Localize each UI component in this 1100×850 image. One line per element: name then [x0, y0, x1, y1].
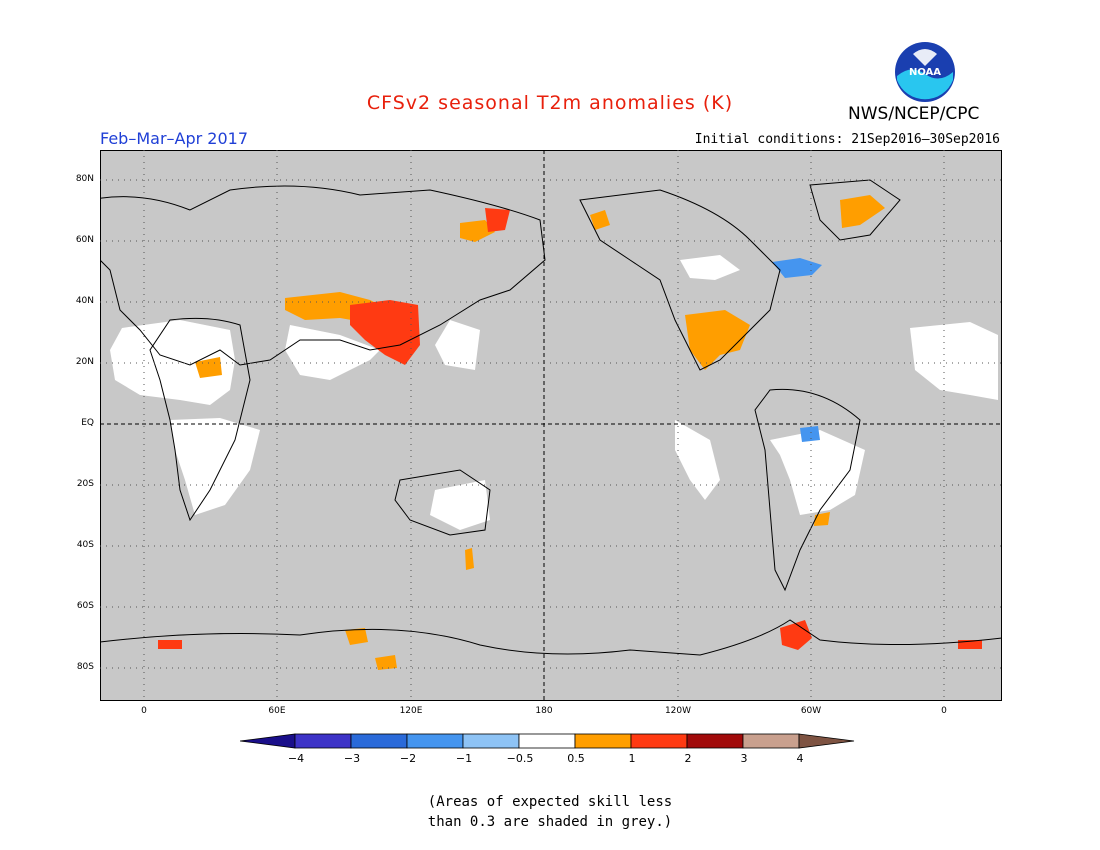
lon-label-60e: 60E	[268, 706, 286, 716]
forecast-period: Feb–Mar–Apr 2017	[100, 129, 248, 148]
colorbar-label-neg3: −3	[343, 752, 361, 765]
colorbar-cell-5	[518, 733, 576, 749]
skill-note: (Areas of expected skill less than 0.3 a…	[0, 792, 1100, 832]
lat-label-40n: 40N	[75, 296, 94, 306]
lon-label-0-right: 0	[941, 706, 947, 716]
colorbar-cell-3	[406, 733, 464, 749]
lat-label-20s: 20S	[76, 479, 94, 489]
near-zero-regions	[110, 255, 998, 530]
colorbar-label-2: 2	[684, 752, 692, 765]
colorbar-cell-4	[462, 733, 520, 749]
colorbar-label-neg1: −1	[455, 752, 473, 765]
noaa-logo: NOAA	[895, 42, 955, 102]
lon-label-120w: 120W	[664, 706, 692, 716]
lon-label-180: 180	[535, 706, 553, 716]
lat-label-eq: EQ	[81, 418, 94, 428]
lat-label-40s: 40S	[76, 540, 94, 550]
skill-note-line1: (Areas of expected skill less	[427, 794, 673, 810]
colorbar-cell-8	[686, 733, 744, 749]
colorbar-label-4: 4	[796, 752, 804, 765]
colorbar	[240, 733, 855, 749]
colorbar-label-neg4: −4	[287, 752, 305, 765]
lat-label-80n: 80N	[75, 174, 94, 184]
colorbar-cell-2	[350, 733, 408, 749]
strong-warm-regions	[158, 208, 982, 650]
colorbar-cell-6	[574, 733, 632, 749]
svg-text:NOAA: NOAA	[909, 67, 941, 78]
colorbar-label-1: 1	[628, 752, 636, 765]
lon-label-0: 0	[141, 706, 147, 716]
skill-note-line2: than 0.3 are shaded in grey.)	[427, 814, 673, 830]
anomaly-map	[100, 150, 1002, 701]
lat-label-20n: 20N	[75, 357, 94, 367]
map-frame	[100, 150, 1002, 701]
colorbar-cell-9	[742, 733, 800, 749]
lat-label-80s: 80S	[76, 662, 94, 672]
lon-label-60w: 60W	[800, 706, 822, 716]
agency-label: NWS/NCEP/CPC	[848, 104, 980, 124]
colorbar-label-neg2: −2	[399, 752, 417, 765]
graticule	[100, 150, 1002, 701]
colorbar-label-neg05: −0.5	[506, 752, 534, 765]
colorbar-cell-7	[630, 733, 688, 749]
lat-label-60s: 60S	[76, 601, 94, 611]
colorbar-label-3: 3	[740, 752, 748, 765]
colorbar-cell-1	[294, 733, 352, 749]
lat-label-60n: 60N	[75, 235, 94, 245]
colorbar-cell-10	[798, 733, 855, 749]
colorbar-label-05: 0.5	[567, 752, 585, 765]
cool-anomaly-regions	[772, 258, 822, 442]
lon-label-120e: 120E	[399, 706, 423, 716]
initial-conditions: Initial conditions: 21Sep2016–30Sep2016	[694, 132, 1000, 147]
map-title: CFSv2 seasonal T2m anomalies (K)	[366, 92, 734, 114]
colorbar-cell-0	[240, 733, 296, 749]
